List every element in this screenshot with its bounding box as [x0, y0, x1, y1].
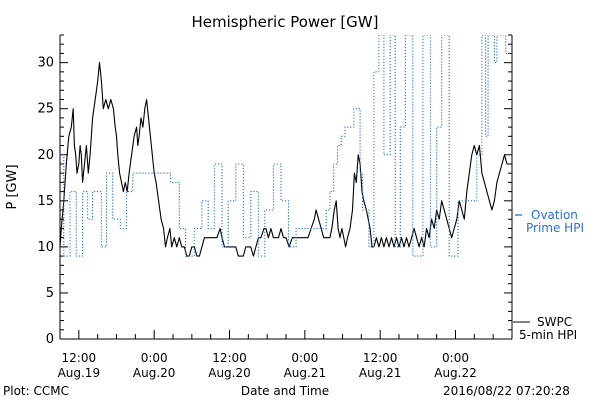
x-tick-time-label: 0:00: [291, 351, 318, 365]
y-tick-label: 25: [37, 102, 54, 117]
x-tick-date-label: Aug.19: [58, 366, 101, 380]
ovation-prime-series-line: [60, 35, 512, 257]
axes: [59, 34, 513, 340]
y-axis-label: P [GW]: [5, 164, 20, 209]
timestamp: 2016/08/22 07:20:28: [443, 384, 570, 398]
x-tick-time-label: 0:00: [141, 351, 168, 365]
legend-swpc-label-line1: SWPC: [537, 315, 572, 329]
y-tick-label: 0: [46, 332, 54, 347]
x-tick-date-label: Aug.22: [434, 366, 477, 380]
x-tick-time-label: 12:00: [62, 351, 97, 365]
y-tick-label: 10: [37, 240, 54, 255]
y-tick-label: 30: [37, 56, 54, 71]
y-tick-label: 15: [37, 194, 54, 209]
x-tick-labels: 12:00Aug.190:00Aug.2012:00Aug.200:00Aug.…: [58, 351, 477, 380]
x-tick-time-label: 12:00: [363, 351, 398, 365]
legend-ovation-label-line1: Ovation: [531, 208, 578, 222]
legend: Ovation Prime HPI SWPC 5-min HPI: [513, 208, 584, 342]
legend-ovation-label-line2: Prime HPI: [526, 221, 584, 235]
swpc-hpi-series-line: [60, 62, 512, 257]
series-layer: [60, 35, 512, 257]
x-tick-date-label: Aug.21: [359, 366, 402, 380]
x-axis-label: Date and Time: [241, 384, 329, 398]
x-tick-date-label: Aug.20: [133, 366, 176, 380]
y-tick-label: 5: [46, 286, 54, 301]
chart-title: Hemispheric Power [GW]: [192, 13, 379, 31]
plot-credit: Plot: CCMC: [3, 384, 69, 398]
x-tick-date-label: Aug.20: [208, 366, 251, 380]
y-tick-label: 20: [37, 148, 54, 163]
legend-swpc-label-line2: 5-min HPI: [519, 328, 577, 342]
x-tick-date-label: Aug.21: [284, 366, 327, 380]
x-tick-time-label: 12:00: [212, 351, 247, 365]
x-tick-time-label: 0:00: [442, 351, 469, 365]
y-tick-labels: 0 5 10 15 20 25 30: [37, 56, 54, 347]
